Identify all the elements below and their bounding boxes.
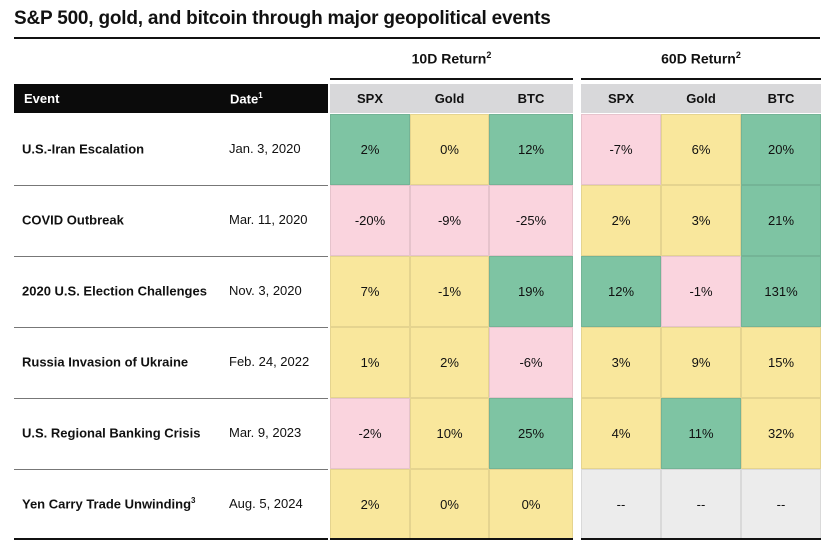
return-cell-10d-btc: -6% bbox=[489, 327, 573, 398]
event-date: Feb. 24, 2022 bbox=[229, 354, 310, 369]
event-date: Jan. 3, 2020 bbox=[229, 141, 301, 156]
return-cell-10d-btc: 12% bbox=[489, 114, 573, 185]
group-header-10d: 10D Return2 bbox=[411, 50, 492, 67]
return-cell-60d-btc: 21% bbox=[741, 185, 821, 256]
return-cell-10d-spx: 7% bbox=[330, 256, 410, 327]
return-cell-60d-gold: 6% bbox=[661, 114, 741, 185]
col-header-10d-spx: SPX bbox=[356, 91, 383, 106]
row-divider bbox=[14, 398, 328, 399]
event-column-header: Event bbox=[24, 91, 60, 106]
return-cell-60d-spx: -7% bbox=[581, 114, 661, 185]
row-divider bbox=[14, 185, 328, 186]
group-rule-10d bbox=[330, 78, 573, 80]
title-divider bbox=[14, 37, 820, 39]
return-cell-60d-gold: -1% bbox=[661, 256, 741, 327]
group-rule-60d bbox=[581, 78, 821, 80]
event-date: Nov. 3, 2020 bbox=[229, 283, 302, 298]
event-date: Mar. 11, 2020 bbox=[229, 212, 308, 227]
return-cell-10d-btc: -25% bbox=[489, 185, 573, 256]
bottom-rule-10d bbox=[330, 538, 573, 540]
event-label: Russia Invasion of Ukraine bbox=[22, 354, 189, 370]
return-cell-60d-spx: 4% bbox=[581, 398, 661, 469]
return-cell-60d-btc: 32% bbox=[741, 398, 821, 469]
return-cell-60d-spx: 12% bbox=[581, 256, 661, 327]
return-cell-10d-gold: -9% bbox=[410, 185, 489, 256]
col-header-10d-btc: BTC bbox=[517, 91, 545, 106]
return-cell-10d-spx: -20% bbox=[330, 185, 410, 256]
event-label: COVID Outbreak bbox=[22, 212, 124, 228]
return-cell-10d-btc: 0% bbox=[489, 469, 573, 540]
return-cell-10d-spx: 2% bbox=[330, 114, 410, 185]
return-cell-10d-spx: -2% bbox=[330, 398, 410, 469]
event-date: Mar. 9, 2023 bbox=[229, 425, 302, 440]
return-cell-60d-spx: 2% bbox=[581, 185, 661, 256]
row-divider bbox=[14, 256, 328, 257]
return-cell-60d-btc: 131% bbox=[741, 256, 821, 327]
event-label: Yen Carry Trade Unwinding3 bbox=[22, 496, 196, 512]
return-cell-60d-gold: -- bbox=[661, 469, 741, 540]
chart-title: S&P 500, gold, and bitcoin through major… bbox=[14, 8, 551, 29]
return-cell-60d-spx: -- bbox=[581, 469, 661, 540]
date-column-header: Date1 bbox=[230, 91, 263, 107]
return-cell-10d-spx: 1% bbox=[330, 327, 410, 398]
col-header-60d-gold: Gold bbox=[686, 91, 716, 106]
col-header-60d-btc: BTC bbox=[767, 91, 795, 106]
bottom-rule-labels bbox=[14, 538, 328, 540]
return-cell-10d-gold: -1% bbox=[410, 256, 489, 327]
return-cell-60d-gold: 11% bbox=[661, 398, 741, 469]
return-cell-10d-gold: 0% bbox=[410, 114, 489, 185]
return-cell-60d-spx: 3% bbox=[581, 327, 661, 398]
row-divider bbox=[14, 469, 328, 470]
col-header-bg-60d bbox=[581, 84, 821, 113]
event-label: 2020 U.S. Election Challenges bbox=[22, 283, 207, 299]
bottom-rule-60d bbox=[581, 538, 821, 540]
return-cell-60d-gold: 3% bbox=[661, 185, 741, 256]
return-cell-10d-gold: 10% bbox=[410, 398, 489, 469]
return-cell-10d-gold: 2% bbox=[410, 327, 489, 398]
row-divider bbox=[14, 327, 328, 328]
return-cell-10d-gold: 0% bbox=[410, 469, 489, 540]
return-cell-60d-btc: 15% bbox=[741, 327, 821, 398]
col-header-60d-spx: SPX bbox=[607, 91, 634, 106]
return-cell-60d-btc: -- bbox=[741, 469, 821, 540]
return-cell-10d-spx: 2% bbox=[330, 469, 410, 540]
group-header-60d: 60D Return2 bbox=[661, 50, 741, 67]
event-date: Aug. 5, 2024 bbox=[229, 496, 303, 511]
event-label: U.S. Regional Banking Crisis bbox=[22, 425, 201, 441]
col-header-10d-gold: Gold bbox=[434, 91, 465, 106]
col-header-bg-10d bbox=[330, 84, 573, 113]
event-label: U.S.-Iran Escalation bbox=[22, 141, 145, 157]
return-cell-10d-btc: 19% bbox=[489, 256, 573, 327]
return-cell-10d-btc: 25% bbox=[489, 398, 573, 469]
return-cell-60d-gold: 9% bbox=[661, 327, 741, 398]
return-cell-60d-btc: 20% bbox=[741, 114, 821, 185]
row-header-bar: Event Date1 bbox=[14, 84, 328, 113]
